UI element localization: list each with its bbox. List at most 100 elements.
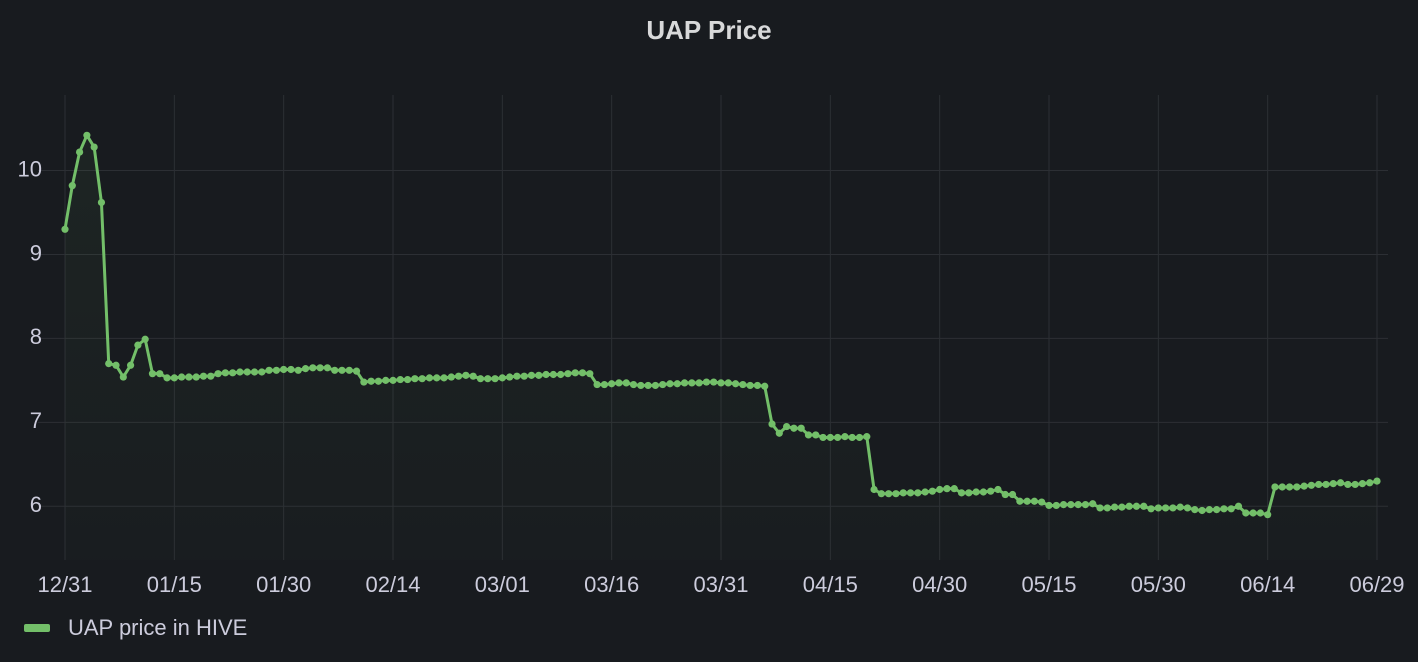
data-point [1067, 501, 1075, 509]
x-tick-label: 06/14 [1240, 572, 1295, 597]
data-point [331, 366, 339, 374]
y-tick-label: 9 [30, 240, 42, 265]
x-tick-label: 06/29 [1349, 572, 1404, 597]
data-point [593, 380, 601, 389]
data-point [841, 433, 849, 441]
data-point [484, 375, 492, 383]
data-point [637, 381, 645, 390]
data-point [549, 370, 557, 379]
data-point [928, 487, 936, 495]
data-point [899, 489, 907, 497]
data-point [236, 368, 244, 376]
data-point [1154, 504, 1162, 512]
data-point [1008, 490, 1017, 499]
data-point [797, 424, 805, 432]
data-point [557, 370, 565, 379]
data-point [535, 371, 543, 379]
data-point [469, 372, 477, 380]
data-point [316, 364, 324, 372]
data-point [972, 488, 980, 496]
data-point [994, 485, 1002, 494]
data-point [214, 370, 222, 378]
data-point [622, 379, 630, 387]
data-point [1089, 500, 1097, 508]
x-tick-label: 03/31 [693, 572, 748, 597]
data-point [1336, 479, 1345, 487]
data-point [156, 370, 164, 378]
data-point [243, 368, 251, 376]
data-point [105, 359, 113, 368]
x-tick-label: 01/30 [256, 572, 311, 597]
data-point [506, 373, 514, 381]
data-point [1249, 509, 1257, 517]
data-point [192, 373, 200, 381]
data-point [1351, 480, 1359, 489]
data-point [1358, 480, 1367, 488]
data-point [936, 485, 944, 494]
data-point [272, 366, 280, 374]
data-point [1030, 497, 1039, 505]
data-point [1300, 482, 1308, 490]
data-point [323, 364, 331, 372]
data-point [615, 379, 623, 387]
data-point [68, 182, 76, 190]
data-point [258, 368, 266, 376]
data-point [1191, 506, 1199, 514]
data-point [1234, 502, 1243, 510]
data-point [61, 225, 69, 233]
data-point [301, 365, 310, 373]
data-point [498, 374, 506, 382]
data-point [476, 375, 485, 383]
data-point [141, 335, 149, 343]
data-point [374, 377, 383, 385]
data-point [119, 373, 127, 381]
data-point [790, 424, 798, 432]
data-point [1016, 497, 1024, 505]
data-point [1329, 480, 1337, 488]
data-point [418, 375, 426, 383]
data-point [112, 361, 120, 369]
data-point [396, 375, 404, 384]
data-point [987, 487, 995, 495]
data-point [440, 374, 448, 382]
data-point [826, 433, 834, 442]
data-point [943, 485, 951, 493]
data-point [411, 375, 419, 383]
data-point [513, 372, 521, 380]
data-point [462, 371, 470, 379]
data-point [761, 382, 769, 390]
data-point [433, 374, 441, 382]
data-point [1271, 483, 1279, 491]
data-point [1096, 504, 1104, 512]
data-point [775, 429, 783, 437]
data-point [666, 380, 674, 388]
data-point [804, 431, 813, 439]
data-point [863, 433, 871, 441]
data-point [731, 380, 740, 388]
x-tick-label: 03/01 [475, 572, 530, 597]
data-point [90, 143, 98, 151]
data-point [783, 422, 791, 431]
data-point [870, 485, 878, 494]
data-point [695, 379, 703, 387]
data-point [309, 364, 317, 372]
data-point [914, 489, 922, 497]
data-point [520, 372, 528, 380]
data-point [753, 381, 762, 390]
x-tick-label: 04/30 [912, 572, 967, 597]
data-point [367, 377, 375, 385]
data-point [1205, 506, 1213, 514]
data-point [1285, 483, 1294, 491]
data-point [345, 366, 353, 374]
y-tick-label: 6 [30, 492, 42, 517]
data-point [1183, 504, 1192, 512]
data-point [447, 373, 455, 381]
data-point [1118, 503, 1126, 511]
data-point [600, 380, 608, 389]
data-point [710, 378, 718, 386]
data-point [1111, 503, 1119, 511]
data-point [629, 380, 638, 389]
data-point [294, 366, 302, 374]
data-point [382, 376, 390, 384]
